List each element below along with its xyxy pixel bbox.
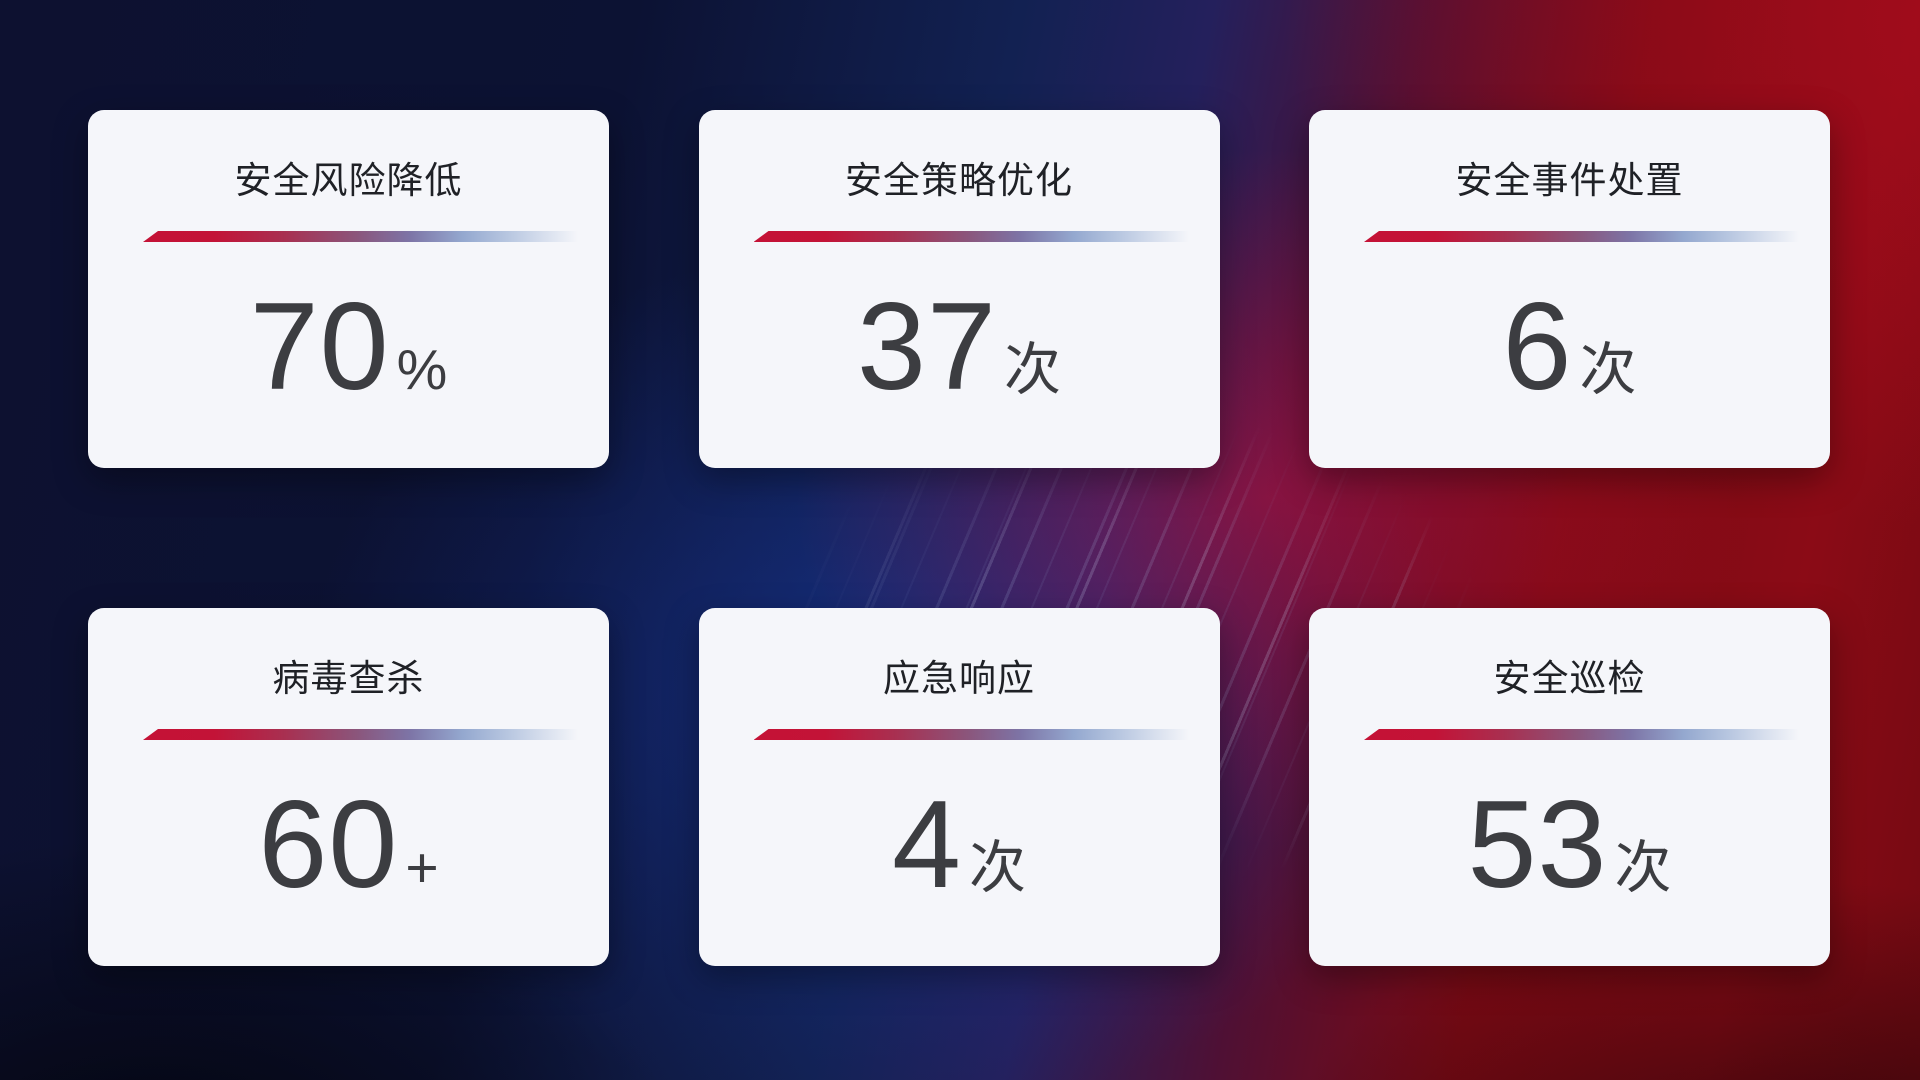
stat-value: 6 (1502, 278, 1573, 416)
stat-card-title: 病毒查杀 (272, 658, 425, 699)
gradient-divider (753, 729, 1198, 740)
stat-value-area: 60 + (88, 740, 609, 966)
gradient-divider (753, 231, 1198, 242)
stat-card-security-inspection: 安全巡检 53 次 (1309, 608, 1830, 966)
stat-value: 37 (857, 278, 997, 416)
stat-value: 4 (892, 776, 962, 914)
stat-card-grid: 安全风险降低 70 % 安全策略优化 37 次 安全事件处置 6 次 (88, 110, 1830, 966)
stat-value: 53 (1467, 776, 1608, 914)
stat-value-area: 6 次 (1309, 242, 1830, 468)
stat-value-area: 37 次 (699, 242, 1220, 468)
stat-unit: + (405, 836, 439, 900)
stat-unit: 次 (968, 836, 1026, 900)
stat-card-title: 安全风险降低 (234, 160, 463, 201)
gradient-divider (1364, 231, 1808, 242)
stat-card-incident-handling: 安全事件处置 6 次 (1309, 110, 1830, 468)
stat-value: 60 (258, 776, 399, 914)
stat-value-area: 70 % (88, 242, 609, 468)
stat-card-title: 安全巡检 (1493, 658, 1646, 699)
stat-value-area: 4 次 (699, 740, 1220, 966)
stat-card-policy-optimization: 安全策略优化 37 次 (698, 110, 1220, 468)
stat-card-emergency-response: 应急响应 4 次 (698, 608, 1220, 966)
stat-card-virus-scan: 病毒查杀 60 + (88, 608, 609, 966)
stat-card-risk-reduction: 安全风险降低 70 % (88, 110, 609, 468)
gradient-divider (1364, 729, 1808, 740)
gradient-divider (143, 729, 587, 740)
stat-card-title: 安全事件处置 (1455, 160, 1684, 201)
stat-card-title: 应急响应 (883, 658, 1035, 699)
stat-unit: % (396, 338, 448, 402)
stat-unit: 次 (1579, 338, 1637, 402)
stat-unit: 次 (1614, 836, 1672, 900)
stat-unit: 次 (1003, 338, 1061, 402)
stat-value: 70 (249, 278, 390, 416)
gradient-divider (143, 231, 587, 242)
stat-value-area: 53 次 (1309, 740, 1830, 966)
stat-card-title: 安全策略优化 (845, 160, 1073, 201)
